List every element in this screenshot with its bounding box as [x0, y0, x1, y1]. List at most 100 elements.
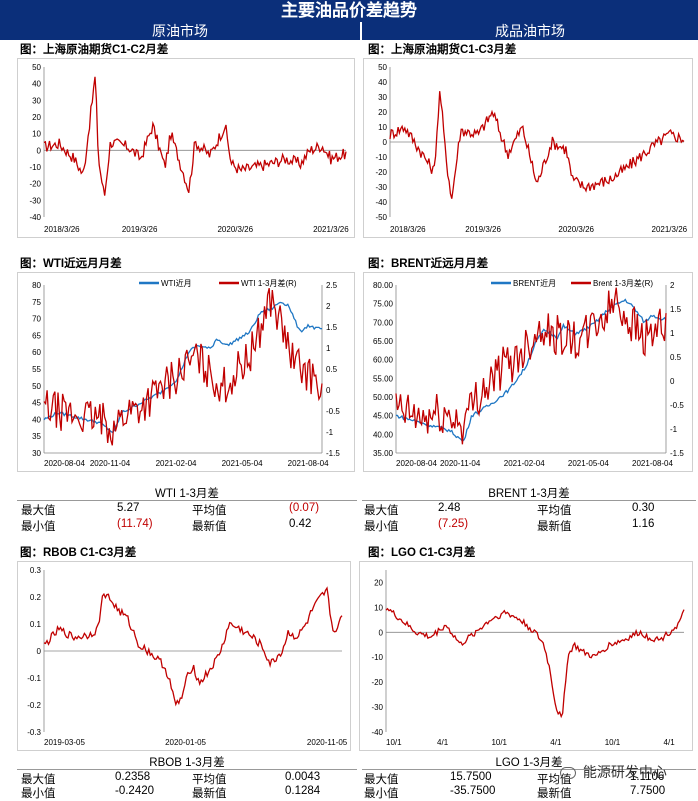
y2-tick-label: 2	[326, 302, 331, 311]
y-tick-label: 30	[378, 93, 387, 102]
y-tick-label: -10	[375, 153, 387, 162]
y-tick-label: 60	[32, 348, 41, 357]
y-tick-label: 75.00	[373, 300, 394, 309]
series-line	[385, 607, 685, 719]
y-tick-label: 35.00	[373, 449, 394, 458]
chart-brent: 80.00 75.00 70.00 65.00 60.00 55.00 50.00 45.00…	[373, 278, 684, 468]
legend-label: BRENT近月	[513, 278, 556, 288]
chart-title-sh-c1c3: 图：上海原油期货C1-C3月差	[368, 44, 517, 56]
y2-tick-label: 2	[670, 281, 675, 290]
x-tick-label: 10/1	[491, 738, 507, 747]
series-line	[43, 586, 343, 707]
x-tick-label: 2021-08-04	[288, 459, 329, 468]
x-tick-label: 2021-08-04	[632, 459, 673, 468]
stats-brent-title: BRENT 1-3月差	[488, 488, 570, 500]
x-tick-label: 2019-03-05	[44, 738, 85, 747]
stat-max-label: 最大值	[364, 774, 399, 786]
y-tick-label: -40	[29, 213, 41, 222]
stat-avg: 0.30	[632, 502, 655, 514]
y-tick-label: 0	[37, 647, 42, 656]
stat-latest-label: 最新值	[192, 521, 227, 533]
x-tick-label: 2021-02-04	[156, 459, 197, 468]
y-tick-label: 20	[32, 113, 41, 122]
y-tick-label: 40	[32, 415, 41, 424]
series-line	[43, 301, 323, 434]
chart-title-sh-c1c2: 图：上海原油期货C1-C2月差	[20, 44, 169, 56]
x-tick-label: 2020-08-04	[44, 459, 85, 468]
stats-rbob-title: RBOB 1-3月差	[149, 757, 225, 769]
y-tick-label: -40	[375, 198, 387, 207]
series-line	[395, 287, 667, 445]
y2-tick-label: -1	[326, 428, 334, 437]
y-tick-label: 65	[32, 331, 41, 340]
y2-tick-label: -1.5	[326, 449, 340, 458]
legend-label: WTI近月	[161, 278, 192, 288]
y2-tick-label: 1.5	[670, 305, 682, 314]
y-tick-label: 0	[379, 628, 384, 637]
y-tick-label: 80.00	[373, 281, 394, 290]
chart-wti: 80 75 70 65 60 55 50 45 40 35 30 2.5 2 1.5 1 0.5 0 -0.5 -1…	[32, 278, 340, 468]
x-tick-label: 2020/3/26	[217, 225, 253, 234]
y-tick-label: 75	[32, 298, 41, 307]
y-tick-label: -30	[371, 703, 383, 712]
y-tick-label: -30	[375, 183, 387, 192]
y-tick-label: -20	[29, 180, 41, 189]
y-tick-label: 0.3	[30, 566, 42, 575]
y2-tick-label: -0.5	[326, 407, 340, 416]
stats-rbob: RBOB 1-3月差 最大值 0.2358 平均值 0.0043 最小值 -0.…	[17, 754, 357, 800]
x-tick-label: 4/1	[664, 738, 676, 747]
x-tick-label: 10/1	[386, 738, 402, 747]
stat-latest-label: 最新值	[192, 788, 227, 800]
stat-avg: (0.07)	[289, 502, 320, 514]
section-products: 成品油市场	[362, 22, 698, 40]
y-tick-label: 55	[32, 365, 41, 374]
stat-latest: 0.1284	[285, 785, 321, 797]
y2-tick-label: -0.5	[670, 401, 684, 410]
y-tick-label: 0.1	[30, 620, 42, 629]
stat-min-label: 最小值	[21, 521, 56, 533]
y2-tick-label: -1.5	[670, 449, 684, 458]
stat-avg: 0.0043	[285, 771, 321, 783]
stat-min-label: 最小值	[21, 788, 56, 800]
watermark: 能源研发中心	[560, 762, 667, 782]
x-tick-label: 2020-11-05	[307, 738, 348, 747]
y-tick-label: 40	[32, 80, 41, 89]
y2-tick-label: 1	[326, 344, 331, 353]
x-tick-label: 2021-05-04	[568, 459, 609, 468]
y-tick-label: 50.00	[373, 393, 394, 402]
stat-min: -0.2420	[115, 785, 155, 797]
x-tick-label: 2020-08-04	[396, 459, 437, 468]
series-line	[389, 91, 685, 199]
y2-tick-label: -1	[670, 425, 678, 434]
y-tick-label: 60.00	[373, 356, 394, 365]
y-tick-label: 80	[32, 281, 41, 290]
x-tick-label: 2021/3/26	[652, 225, 688, 234]
x-tick-label: 2018/3/26	[44, 225, 80, 234]
y-tick-label: 70.00	[373, 318, 394, 327]
x-tick-label: 2020-11-04	[440, 459, 481, 468]
stat-max-label: 最大值	[21, 774, 56, 786]
x-tick-label: 2020/3/26	[558, 225, 594, 234]
y-tick-label: -20	[371, 678, 383, 687]
stat-latest-label: 最新值	[537, 521, 572, 533]
y-tick-label: -0.2	[27, 701, 41, 710]
stat-min-label: 最小值	[364, 788, 399, 800]
stat-latest: 1.16	[632, 518, 655, 530]
stat-avg: 1.1106	[630, 771, 665, 783]
stats-brent: BRENT 1-3月差 最大值 2.48 平均值 0.30 最小值 (7.25)…	[362, 485, 696, 533]
y2-tick-label: 1	[670, 329, 675, 338]
y-tick-label: 45.00	[373, 412, 394, 421]
y-tick-label: 0	[37, 146, 42, 155]
legend-label: WTI 1-3月差(R)	[241, 278, 297, 288]
chart-title-wti: 图：WTI近远月月差	[20, 258, 122, 270]
y2-tick-label: 2.5	[326, 281, 338, 290]
x-tick-label: 2019/3/26	[122, 225, 158, 234]
y2-tick-label: 0	[670, 377, 675, 386]
y2-tick-label: 0.5	[670, 353, 682, 362]
y-tick-label: 0	[383, 138, 388, 147]
watermark-text: 能源研发中心	[582, 764, 667, 780]
y-tick-label: 10	[32, 130, 41, 139]
x-tick-label: 2019/3/26	[465, 225, 501, 234]
